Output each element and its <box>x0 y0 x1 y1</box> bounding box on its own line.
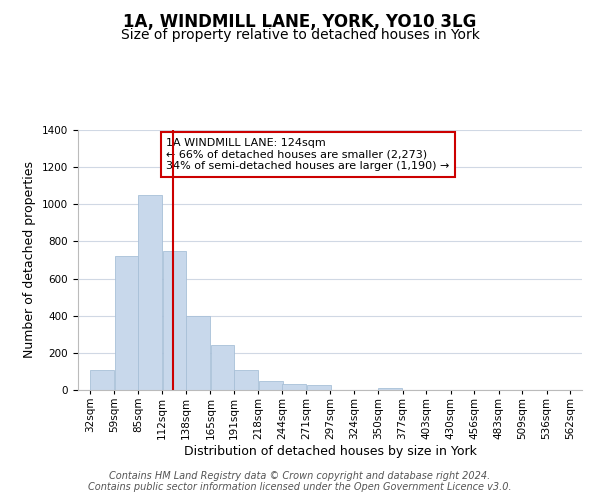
Bar <box>283 384 306 390</box>
Bar <box>115 256 139 390</box>
Bar <box>186 316 210 390</box>
Bar <box>234 370 258 390</box>
Bar <box>379 388 402 390</box>
Text: Size of property relative to detached houses in York: Size of property relative to detached ho… <box>121 28 479 42</box>
Bar <box>90 370 114 390</box>
Bar <box>163 250 187 390</box>
Bar <box>307 386 331 390</box>
Bar <box>259 380 283 390</box>
Text: Contains HM Land Registry data © Crown copyright and database right 2024.
Contai: Contains HM Land Registry data © Crown c… <box>88 471 512 492</box>
X-axis label: Distribution of detached houses by size in York: Distribution of detached houses by size … <box>184 444 476 458</box>
Bar <box>138 195 162 390</box>
Text: 1A, WINDMILL LANE, YORK, YO10 3LG: 1A, WINDMILL LANE, YORK, YO10 3LG <box>124 12 476 30</box>
Text: 1A WINDMILL LANE: 124sqm
← 66% of detached houses are smaller (2,273)
34% of sem: 1A WINDMILL LANE: 124sqm ← 66% of detach… <box>166 138 449 171</box>
Bar <box>211 344 235 390</box>
Y-axis label: Number of detached properties: Number of detached properties <box>23 162 37 358</box>
